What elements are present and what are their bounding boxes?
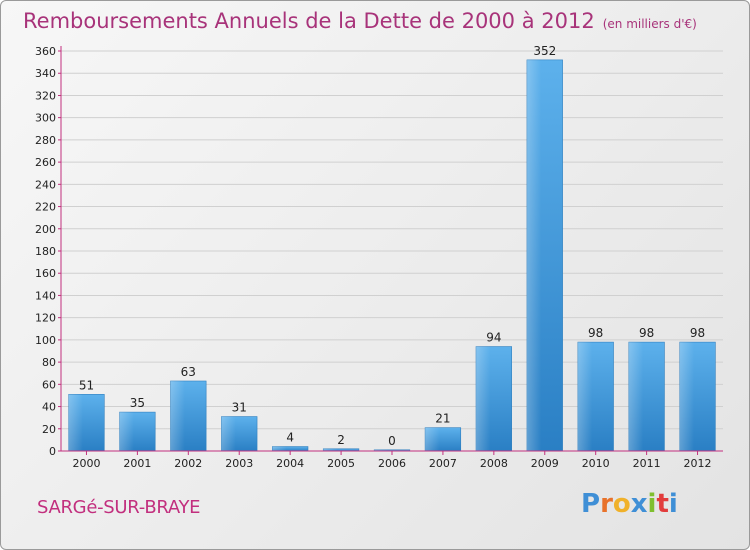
- bar-highlight: [323, 448, 359, 451]
- brand-letter: r: [600, 489, 613, 519]
- bar-value-label: 35: [130, 396, 145, 410]
- x-tick-label: 2000: [72, 457, 100, 470]
- bar-highlight: [476, 346, 512, 451]
- chart-subtitle: (en milliers d'€): [602, 17, 697, 31]
- y-tick-label: 180: [35, 245, 56, 258]
- brand-letter: o: [612, 489, 631, 519]
- town-name: SARGé-SUR-BRAYE: [37, 497, 201, 518]
- brand-letter: i: [668, 489, 678, 519]
- bar-value-label: 98: [588, 326, 603, 340]
- y-tick-label: 280: [35, 134, 56, 147]
- bar-highlight: [526, 59, 563, 452]
- y-tick-label: 220: [35, 201, 56, 214]
- x-tick-label: 2003: [225, 457, 253, 470]
- brand-letter: i: [647, 489, 657, 519]
- y-tick-label: 0: [49, 445, 56, 458]
- bars: [68, 59, 716, 452]
- bar-value-label: 0: [388, 434, 396, 448]
- x-tick-label: 2009: [531, 457, 559, 470]
- y-tick-label: 80: [42, 356, 56, 369]
- bar-value-label: 31: [232, 401, 247, 415]
- y-tick-label: 240: [35, 178, 56, 191]
- y-tick-label: 300: [35, 112, 56, 125]
- bar-highlight: [68, 394, 105, 451]
- bar-value-label: 51: [79, 378, 94, 392]
- x-tick-label: 2004: [276, 457, 304, 470]
- title-text: Remboursements Annuels de la Dette de 20…: [23, 9, 595, 33]
- bar-value-label: 2: [337, 433, 345, 447]
- bar-highlight: [374, 449, 410, 451]
- proxiti-logo: Proxiti: [581, 489, 678, 519]
- bar-value-label: 352: [533, 44, 556, 58]
- grid: [61, 50, 723, 452]
- x-tick-label: 2006: [378, 457, 406, 470]
- y-tick-label: 140: [35, 289, 56, 302]
- bar-highlight: [628, 342, 665, 451]
- bar-value-label: 21: [435, 412, 450, 426]
- chart-title: Remboursements Annuels de la Dette de 20…: [23, 9, 697, 33]
- brand-letter: t: [656, 489, 669, 519]
- bar-highlight: [577, 342, 614, 451]
- bar-value-label: 4: [286, 431, 294, 445]
- labels: 51 35 63 31 4 2 0 21 94 352 98 98 98: [79, 44, 705, 448]
- x-tick-label: 2012: [684, 457, 712, 470]
- x-tick-label: 2007: [429, 457, 457, 470]
- brand-letter: x: [630, 489, 648, 519]
- y-tick-label: 260: [35, 156, 56, 169]
- y-tick-label: 160: [35, 267, 56, 280]
- bar-highlight: [221, 416, 258, 451]
- axes: 0204060801001201401601802002202402602803…: [35, 45, 723, 470]
- bar-value-label: 94: [486, 331, 501, 345]
- y-tick-label: 40: [42, 401, 56, 414]
- bar-highlight: [170, 381, 207, 451]
- y-tick-label: 20: [42, 423, 56, 436]
- y-tick-label: 340: [35, 67, 56, 80]
- bar-highlight: [425, 427, 461, 451]
- x-tick-label: 2010: [582, 457, 610, 470]
- brand-letter: P: [581, 489, 601, 519]
- y-tick-label: 100: [35, 334, 56, 347]
- bar-value-label: 98: [639, 326, 654, 340]
- bar-value-label: 63: [181, 365, 196, 379]
- bar-highlight: [119, 412, 156, 451]
- bar-highlight: [272, 446, 308, 451]
- y-tick-label: 320: [35, 89, 56, 102]
- y-tick-label: 60: [42, 378, 56, 391]
- y-tick-label: 200: [35, 223, 56, 236]
- x-tick-label: 2005: [327, 457, 355, 470]
- x-tick-label: 2001: [123, 457, 151, 470]
- bar-highlight: [679, 342, 716, 451]
- y-tick-label: 360: [35, 45, 56, 58]
- y-tick-label: 120: [35, 312, 56, 325]
- x-tick-label: 2002: [174, 457, 202, 470]
- x-tick-label: 2011: [633, 457, 661, 470]
- x-tick-label: 2008: [480, 457, 508, 470]
- bar-value-label: 98: [690, 326, 705, 340]
